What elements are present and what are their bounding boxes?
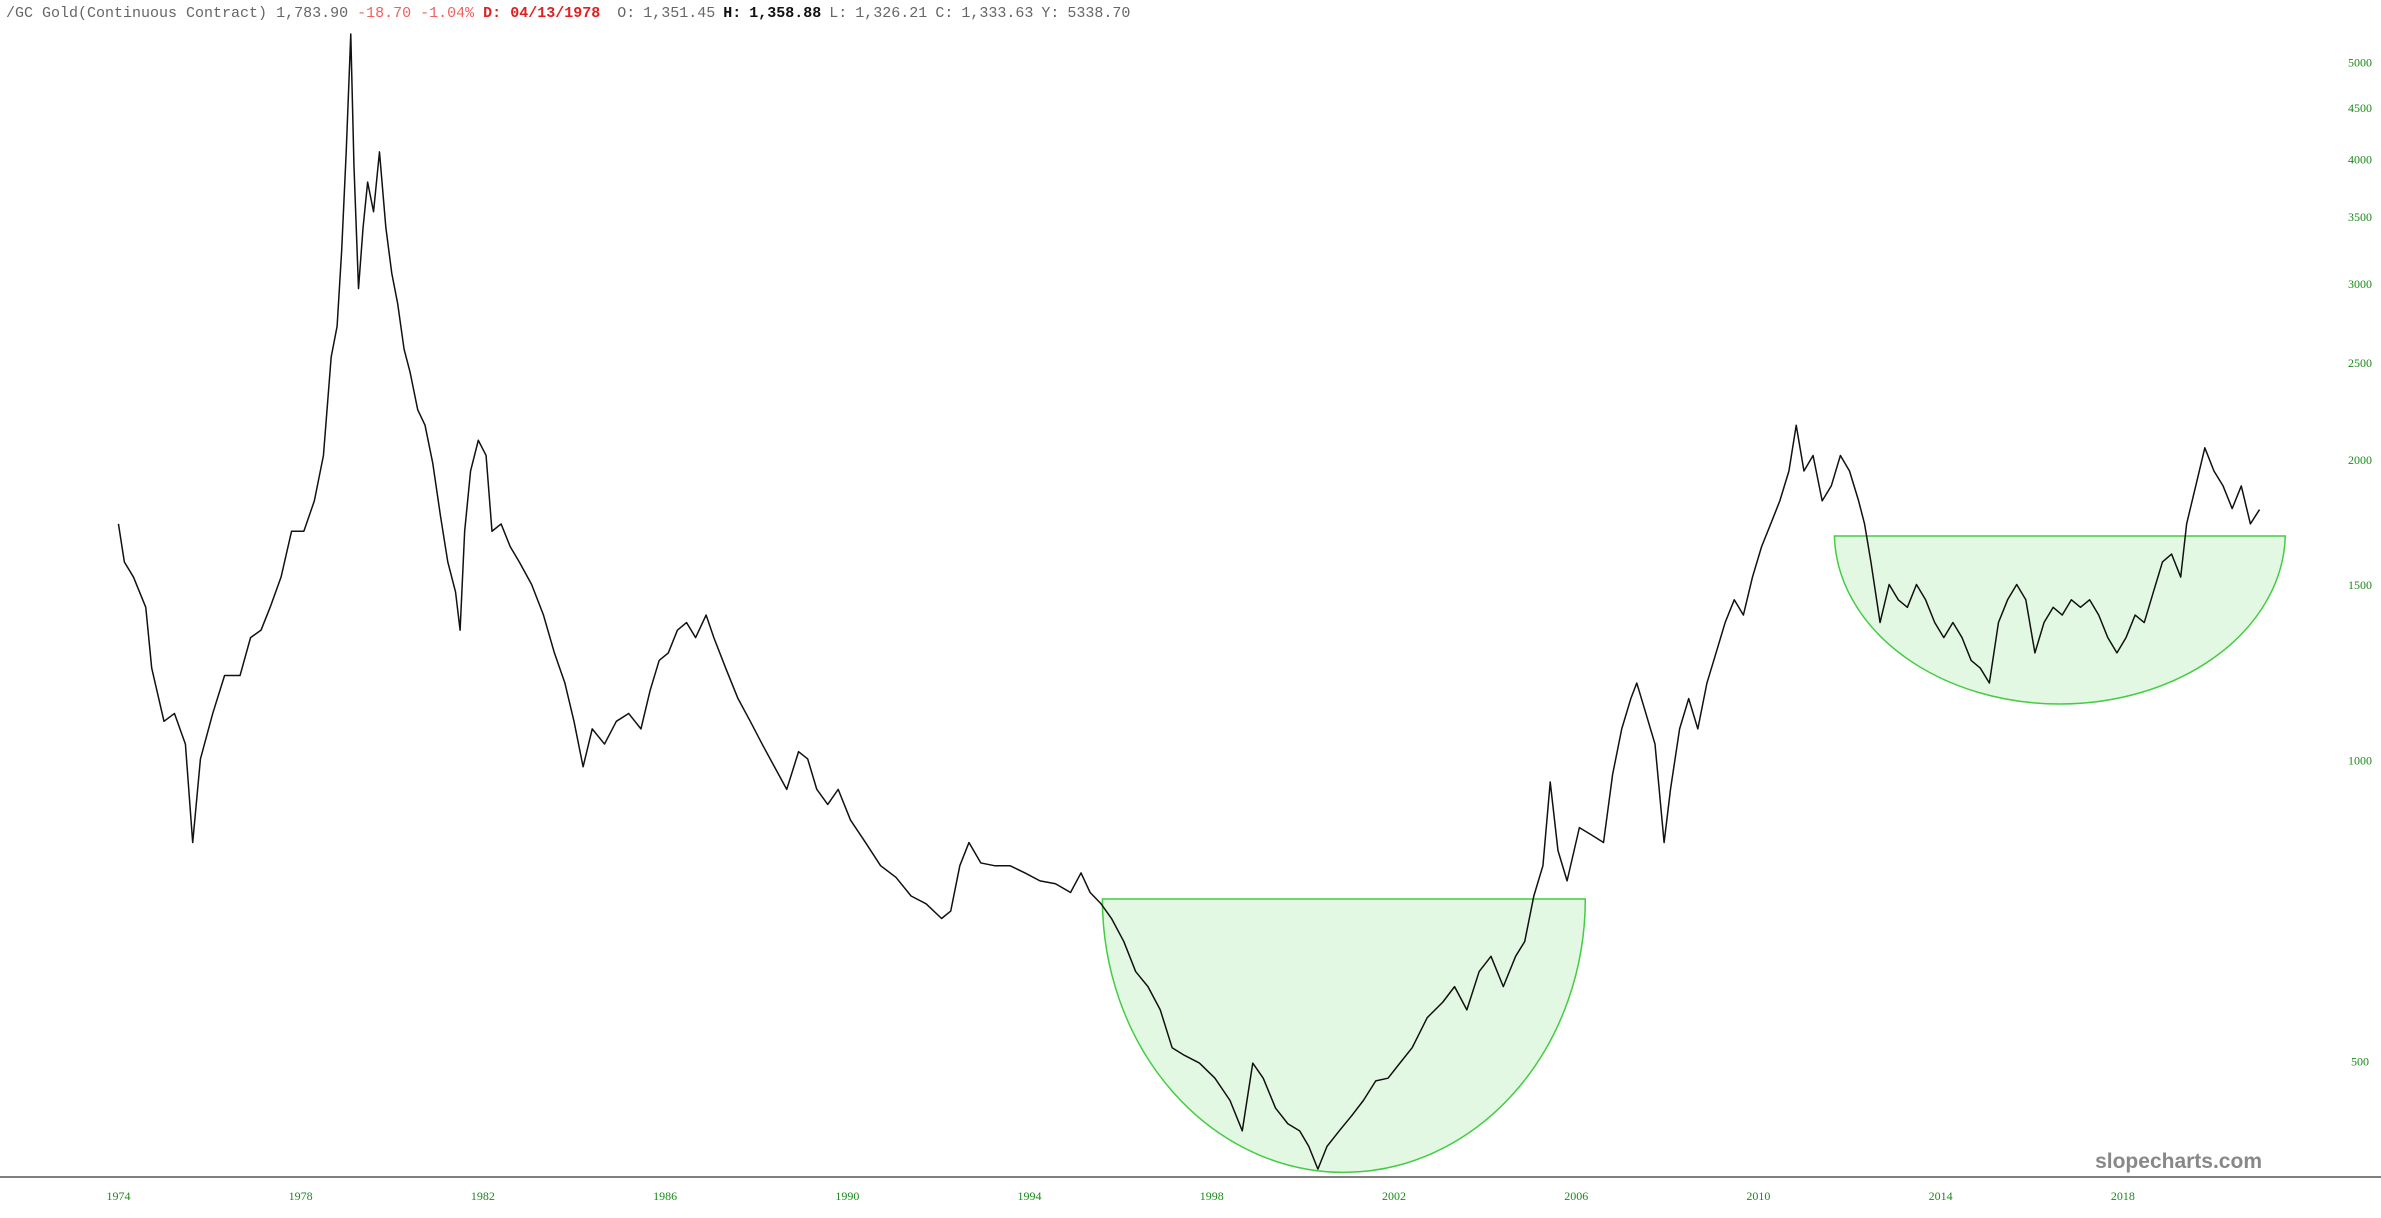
field-value: 1,351.45 [643,5,715,22]
x-tick-label: 2002 [1382,1189,1406,1203]
y-tick-label: 3000 [2348,277,2372,291]
watermark: slopecharts.com [2095,1150,2262,1173]
y-tick-label: 4500 [2348,101,2372,115]
y-tick-label: 1500 [2348,578,2372,592]
field-label: H: [723,5,741,22]
field-value: 5338.70 [1067,5,1130,22]
x-tick-label: 1982 [471,1189,495,1203]
x-tick-label: 1978 [289,1189,313,1203]
symbol: /GC Gold(Continuous Contract) [6,5,267,22]
date-label: D: [483,5,501,22]
field-label: Y: [1041,5,1059,22]
cup-shape [1101,898,1587,1174]
y-tick-label: 500 [2351,1054,2369,1068]
change: -18.70 [357,5,411,22]
field-label: O: [617,5,635,22]
price-line [117,33,2261,1170]
field-label: C: [935,5,953,22]
x-tick-label: 1994 [1018,1189,1042,1203]
x-tick-label: 2018 [2111,1189,2135,1203]
y-tick-label: 3500 [2348,210,2372,224]
x-tick-label: 1986 [653,1189,677,1203]
field-value: 1,333.63 [961,5,1033,22]
y-tick-label: 5000 [2348,56,2372,70]
x-tick-label: 1990 [835,1189,859,1203]
change-pct: -1.04% [420,5,475,22]
x-tick-label: 2014 [1929,1189,1953,1203]
field-value: 1,358.88 [749,5,821,22]
field-label: L: [829,5,847,22]
cup-shape [1833,535,2287,705]
x-tick-label: 2006 [1564,1189,1588,1203]
x-tick-label: 1974 [106,1189,130,1203]
info-bar: /GC Gold(Continuous Contract) 1,783.90 -… [6,5,1130,22]
cup-annotations [1101,535,2287,1174]
x-tick-label: 2010 [1746,1189,1770,1203]
y-tick-label: 4000 [2348,152,2372,166]
y-tick-label: 2500 [2348,356,2372,370]
y-tick-label: 2000 [2348,453,2372,467]
field-value: 1,326.21 [855,5,927,22]
last-price: 1,783.90 [276,5,348,22]
ohlc-fields: O: 1,351.45 H: 1,358.88 L: 1,326.21 C: 1,333.63… [617,5,1130,22]
x-tick-label: 1998 [1200,1189,1224,1203]
y-tick-label: 1000 [2348,754,2372,768]
date: 04/13/1978 [510,5,600,22]
